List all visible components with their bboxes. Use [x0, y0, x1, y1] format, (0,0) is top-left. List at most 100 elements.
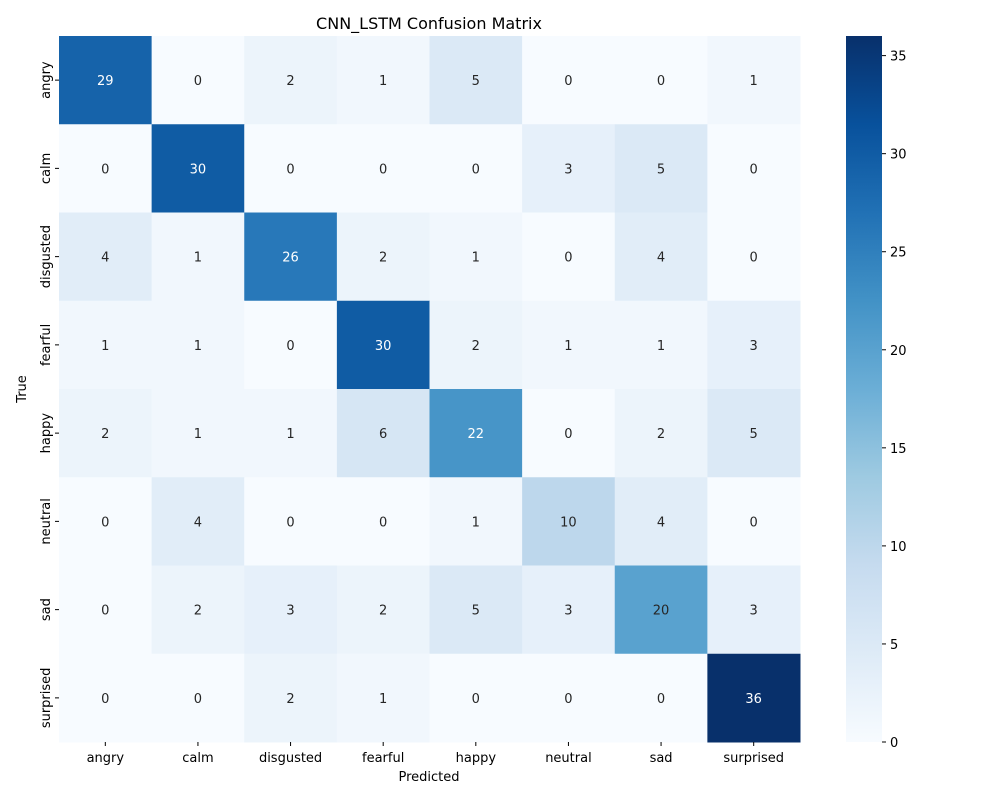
y-tick-label-sad: sad [39, 598, 54, 621]
cell-value-label: 1 [472, 251, 480, 266]
x-tick-label-disgusted: disgusted [259, 751, 322, 766]
cell-value-label: 0 [657, 74, 665, 89]
heatmap-cell-fearful-happy [429, 300, 523, 390]
heatmap-cell-sad-sad [614, 565, 708, 655]
cell-value-label: 3 [750, 604, 758, 619]
cell-value-label: 2 [379, 251, 387, 266]
heatmap-cell-neutral-neutral [522, 477, 616, 566]
chart-title: CNN_LSTM Confusion Matrix [316, 14, 542, 34]
cell-value-label: 1 [286, 427, 294, 442]
cell-value-label: 0 [750, 515, 758, 530]
cell-value-label: 30 [190, 162, 207, 177]
y-axis: angry calm disgusted fearful happy neutral sad… [39, 61, 59, 728]
x-tick-label-surprised: surprised [723, 751, 784, 766]
x-tick-label-fearful: fearful [362, 751, 404, 766]
cell-value-label: 1 [564, 339, 572, 354]
cell-value-label: 5 [472, 74, 480, 89]
heatmap-cell-fearful-sad [614, 300, 708, 390]
cell-value-label: 3 [286, 604, 294, 619]
cell-value-label: 0 [472, 162, 480, 177]
cell-value-label: 10 [560, 515, 577, 530]
heatmap-cell-sad-angry [59, 565, 153, 655]
colorbar [846, 36, 882, 742]
heatmap-cell-calm-calm [151, 124, 245, 213]
heatmap-cell-fearful-fearful [336, 300, 430, 390]
cell-value-label: 3 [564, 604, 572, 619]
heatmap-cell-angry-calm [151, 36, 245, 125]
cell-value-label: 3 [564, 162, 572, 177]
heatmap-cell-calm-sad [614, 124, 708, 213]
cell-value-label: 5 [472, 604, 480, 619]
x-tick-label-calm: calm [182, 751, 213, 766]
heatmap-cell-fearful-neutral [522, 300, 616, 390]
cell-value-label: 2 [101, 427, 109, 442]
heatmap-cell-calm-happy [429, 124, 523, 213]
colorbar-tick-label: 15 [890, 442, 907, 457]
cell-value-label: 5 [657, 162, 665, 177]
cell-value-label: 0 [101, 162, 109, 177]
x-tick-label-angry: angry [87, 751, 125, 766]
heatmap-cell-neutral-angry [59, 477, 153, 566]
cell-value-label: 0 [564, 427, 572, 442]
cell-value-label: 0 [379, 162, 387, 177]
cell-value-label: 1 [379, 74, 387, 89]
colorbar-tick-label: 30 [890, 148, 907, 163]
heatmap-cell-neutral-calm [151, 477, 245, 566]
y-tick-label-angry: angry [39, 61, 54, 99]
heatmap-cell-sad-neutral [522, 565, 616, 655]
heatmap-cell-sad-happy [429, 565, 523, 655]
cell-value-label: 2 [286, 692, 294, 707]
heatmap-cell-calm-disgusted [244, 124, 338, 213]
cell-value-label: 1 [657, 339, 665, 354]
heatmap-cell-calm-angry [59, 124, 153, 213]
cell-value-label: 4 [657, 251, 665, 266]
cell-value-label: 4 [101, 251, 109, 266]
cell-value-label: 2 [472, 339, 480, 354]
heatmap-cell-neutral-surprised [707, 477, 801, 566]
colorbar-tick-label: 20 [890, 344, 907, 359]
heatmap-cell-angry-fearful [336, 36, 430, 125]
cell-value-label: 0 [564, 251, 572, 266]
cell-value-label: 0 [194, 692, 202, 707]
cell-value-label: 1 [194, 339, 202, 354]
cell-value-label: 0 [472, 692, 480, 707]
heatmap-cell-fearful-calm [151, 300, 245, 390]
heatmap-cell-angry-happy [429, 36, 523, 125]
y-tick-label-happy: happy [39, 413, 54, 454]
cell-value-label: 0 [101, 515, 109, 530]
cell-value-label: 22 [468, 427, 485, 442]
heatmap-cell-fearful-disgusted [244, 300, 338, 390]
heatmap-cell-surprised-disgusted [244, 653, 338, 743]
cell-value-label: 0 [286, 515, 294, 530]
cell-value-label: 0 [286, 339, 294, 354]
heatmap-cell-happy-fearful [336, 389, 430, 478]
heatmap-cell-surprised-fearful [336, 653, 430, 743]
heatmap-cell-disgusted-fearful [336, 212, 430, 302]
cell-value-label: 1 [194, 427, 202, 442]
x-tick-label-neutral: neutral [545, 751, 592, 766]
heatmap-cell-happy-surprised [707, 389, 801, 478]
y-tick-label-neutral: neutral [39, 498, 54, 545]
cell-value-label: 0 [564, 692, 572, 707]
cell-value-label: 2 [657, 427, 665, 442]
x-tick-label-happy: happy [456, 751, 497, 766]
heatmap-cell-disgusted-neutral [522, 212, 616, 302]
heatmap-cell-surprised-happy [429, 653, 523, 743]
cell-value-label: 1 [194, 251, 202, 266]
heatmap-cell-angry-neutral [522, 36, 616, 125]
heatmap-cell-happy-sad [614, 389, 708, 478]
x-axis-label: Predicted [398, 770, 459, 785]
y-axis-label: True [15, 375, 30, 404]
cell-value-label: 30 [375, 339, 392, 354]
colorbar-tick-label: 35 [890, 50, 907, 65]
cell-value-label: 0 [286, 162, 294, 177]
heatmap-cell-neutral-fearful [336, 477, 430, 566]
cell-value-label: 5 [750, 427, 758, 442]
heatmap-cell-disgusted-sad [614, 212, 708, 302]
cell-value-label: 0 [750, 162, 758, 177]
cell-value-label: 0 [750, 251, 758, 266]
heatmap-cell-fearful-angry [59, 300, 153, 390]
heatmap-cell-sad-disgusted [244, 565, 338, 655]
cell-value-label: 1 [379, 692, 387, 707]
